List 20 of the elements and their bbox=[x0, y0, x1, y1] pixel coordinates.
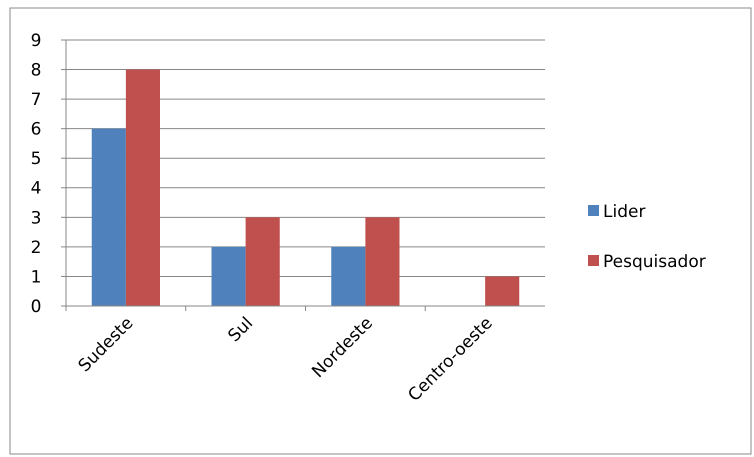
y-tick-label: 9 bbox=[30, 30, 42, 51]
bar bbox=[331, 246, 366, 306]
x-tick-label: Sul bbox=[224, 313, 258, 346]
bar bbox=[365, 217, 400, 306]
y-tick-label: 8 bbox=[30, 60, 42, 81]
bar bbox=[246, 217, 280, 306]
y-tick-label: 2 bbox=[30, 238, 42, 258]
y-tick-label: 6 bbox=[30, 120, 42, 140]
bar bbox=[126, 70, 160, 306]
y-tick-label: 7 bbox=[30, 90, 42, 110]
y-tick-label: 4 bbox=[30, 178, 42, 199]
bar bbox=[485, 276, 520, 306]
y-tick-label: 3 bbox=[30, 208, 42, 228]
y-tick-label: 1 bbox=[30, 267, 42, 288]
y-tick-label: 0 bbox=[30, 296, 42, 317]
legend-label: Lider bbox=[603, 202, 646, 222]
legend-label: Pesquisador bbox=[603, 252, 706, 272]
bar bbox=[211, 246, 246, 306]
y-tick-label: 5 bbox=[30, 149, 42, 170]
bar bbox=[92, 128, 126, 306]
